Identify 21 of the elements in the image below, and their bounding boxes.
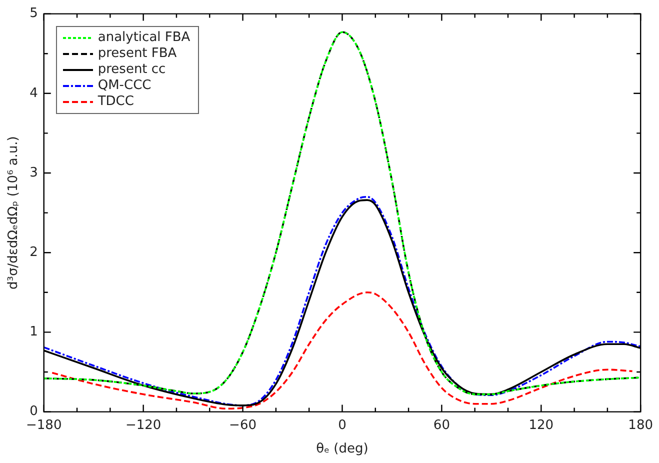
x-tick-label: −180 bbox=[26, 418, 62, 433]
y-axis-title: d³σ/dεdΩₑdΩₚ (10⁶ a.u.) bbox=[6, 136, 22, 290]
x-tick-label: −60 bbox=[229, 418, 256, 433]
y-tick-label: 3 bbox=[30, 165, 38, 180]
x-tick-label: 60 bbox=[433, 418, 450, 433]
y-tick-label: 1 bbox=[30, 324, 38, 340]
y-tick-label: 2 bbox=[30, 244, 38, 260]
legend-label: present FBA bbox=[98, 46, 177, 62]
line-series bbox=[51, 292, 634, 410]
y-tick-label: 0 bbox=[30, 404, 38, 420]
x-tick-label: 120 bbox=[528, 418, 554, 433]
y-tick-label: 4 bbox=[30, 86, 38, 101]
legend-label: TDCC bbox=[98, 94, 134, 110]
x-axis-title: θₑ (deg) bbox=[316, 442, 368, 457]
x-tick-label: −120 bbox=[125, 418, 162, 433]
x-tick-label: 180 bbox=[628, 418, 654, 433]
y-tick-label: 5 bbox=[30, 6, 38, 22]
x-tick-label: 0 bbox=[338, 418, 346, 433]
legend-label: present cc bbox=[98, 62, 166, 78]
legend-label: QM-CCC bbox=[98, 78, 152, 94]
legend-label: analytical FBA bbox=[98, 30, 190, 46]
